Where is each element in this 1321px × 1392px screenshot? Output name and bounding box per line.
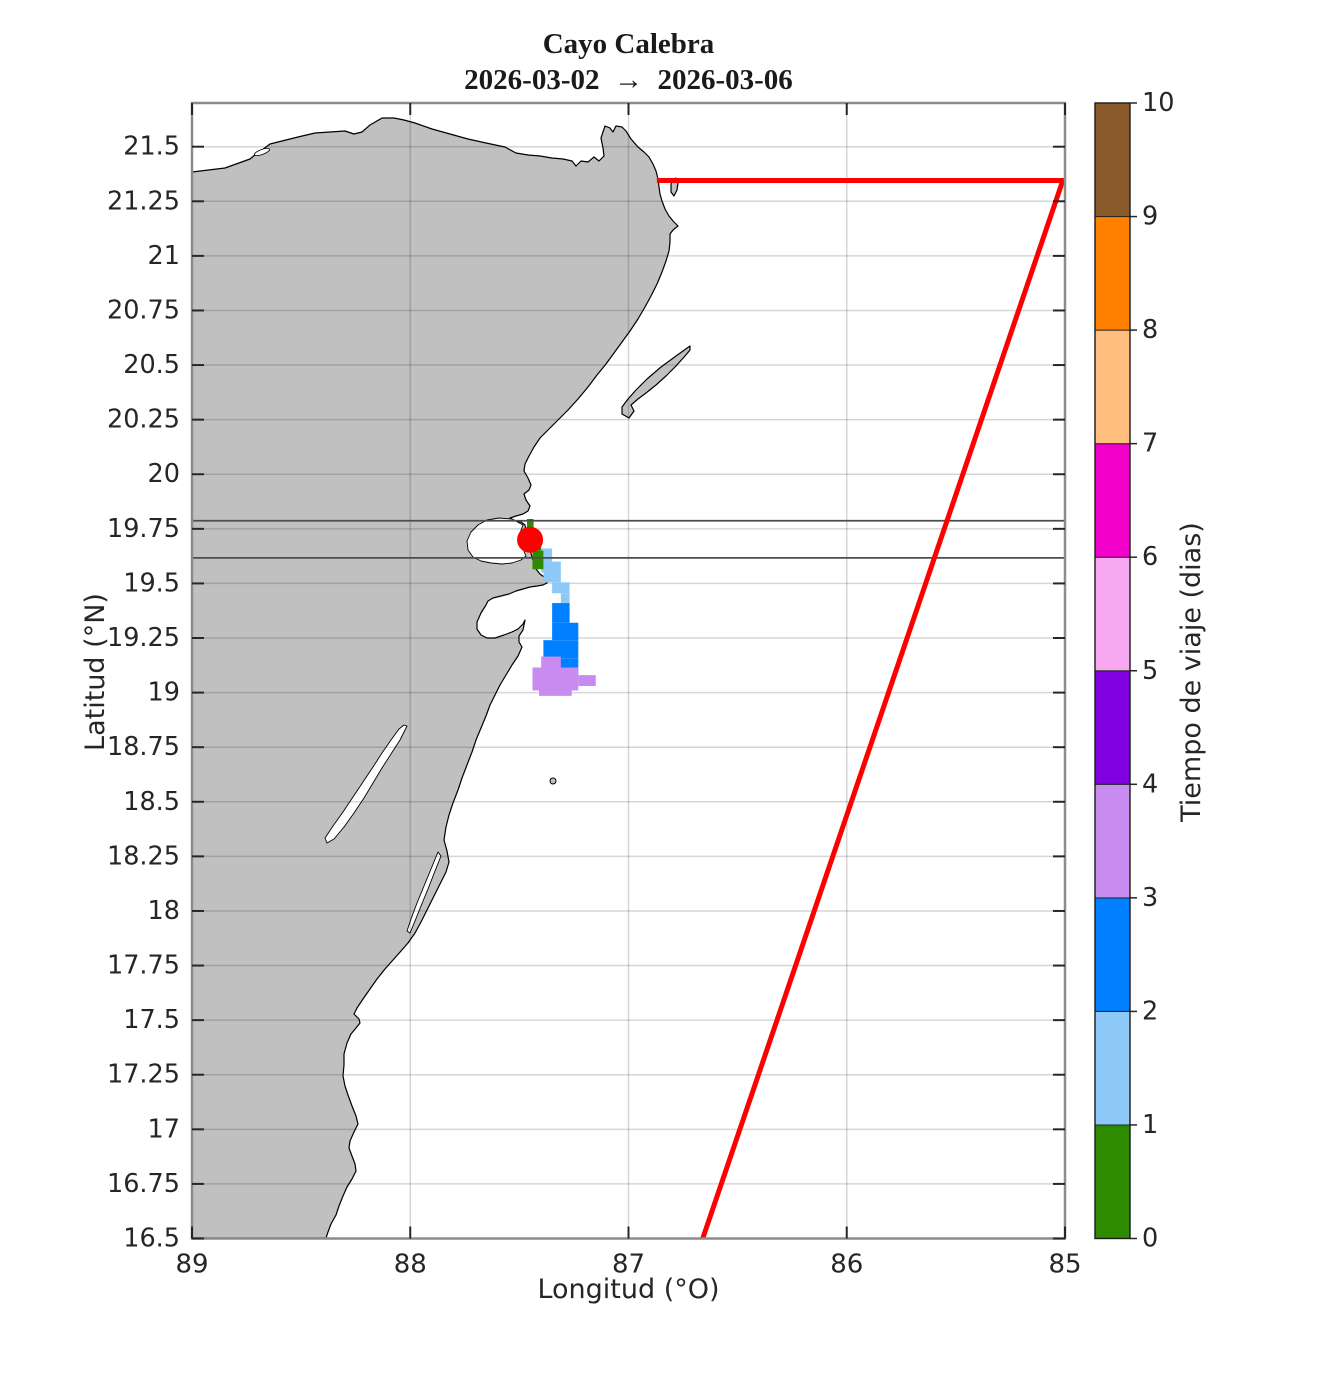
y-tick-label: 20 <box>148 459 180 489</box>
y-tick-label: 19.75 <box>107 514 180 544</box>
colorbar-tick-label: 10 <box>1142 88 1174 118</box>
travel-time-cell <box>543 640 579 659</box>
travel-time-cell <box>541 548 553 562</box>
colorbar-tick-label: 8 <box>1142 315 1158 345</box>
colorbar-tick-label: 2 <box>1142 996 1158 1026</box>
coastal-lagoon <box>406 851 442 934</box>
colorbar-segment <box>1094 216 1131 331</box>
y-tick-label: 21 <box>148 241 180 271</box>
colorbar-tick-label: 7 <box>1142 429 1158 459</box>
colorbar-label: Tiempo de viaje (dias) <box>1176 522 1207 822</box>
colorbar-segment <box>1094 102 1131 218</box>
y-tick-label: 19 <box>148 678 180 708</box>
x-tick-label: 85 <box>1048 1250 1081 1280</box>
y-tick-label: 21.25 <box>107 186 180 216</box>
colorbar-tick-label: 0 <box>1142 1224 1158 1254</box>
colorbar-segment <box>1094 670 1131 785</box>
x-tick-label: 89 <box>175 1250 208 1280</box>
plot-subtitle: 2026-03-02 → 2026-03-06 <box>464 64 793 96</box>
x-tick-label: 86 <box>830 1250 863 1280</box>
y-tick-label: 19.5 <box>123 568 180 598</box>
y-tick-label: 17 <box>148 1114 180 1144</box>
colorbar-tick-label: 5 <box>1142 656 1158 686</box>
colorbar-tick-label: 1 <box>1142 1110 1158 1140</box>
travel-time-cell <box>552 622 579 641</box>
x-axis-label: Longitud (°O) <box>537 1274 720 1305</box>
colorbar-segment <box>1094 1124 1131 1239</box>
y-tick-label: 18.25 <box>107 841 180 871</box>
y-tick-label: 18.75 <box>107 732 180 762</box>
y-tick-label: 20.75 <box>107 295 180 325</box>
y-tick-label: 16.75 <box>107 1169 180 1199</box>
travel-time-cell <box>541 656 561 669</box>
y-tick-label: 17.5 <box>123 1005 180 1035</box>
colorbar-tick-label: 4 <box>1142 769 1158 799</box>
colorbar-tick-label: 6 <box>1142 542 1158 572</box>
colorbar-segment <box>1094 556 1131 672</box>
y-tick-label: 21.5 <box>123 132 180 162</box>
inland-lake <box>324 724 408 844</box>
y-tick-label: 17.75 <box>107 951 180 981</box>
y-axis-label: Latitud (°N) <box>80 593 111 751</box>
domain-boundary-line <box>656 178 1067 1240</box>
colorbar-segment <box>1094 1010 1131 1126</box>
y-tick-label: 18 <box>148 896 180 926</box>
colorbar-tick-label: 9 <box>1142 202 1158 232</box>
travel-time-cell <box>532 667 579 691</box>
travel-time-cell <box>532 550 544 570</box>
y-tick-label: 19.25 <box>107 623 180 653</box>
y-tick-label: 16.5 <box>123 1224 180 1254</box>
colorbar-segment <box>1094 443 1131 558</box>
x-tick-label: 88 <box>394 1250 427 1280</box>
y-tick-label: 18.5 <box>123 787 180 817</box>
colorbar-segment <box>1094 897 1131 1012</box>
x-tick-label: 87 <box>612 1250 645 1280</box>
release-site-marker <box>517 526 544 553</box>
north-coast-lagoon <box>254 147 270 157</box>
travel-time-cell <box>541 561 561 573</box>
colorbar-segment <box>1094 783 1131 899</box>
travel-time-cell <box>552 603 570 623</box>
travel-time-cell <box>527 519 534 532</box>
y-tick-label: 20.25 <box>107 405 180 435</box>
travel-time-cell <box>560 593 570 604</box>
island-cozumel <box>621 345 691 419</box>
travel-time-cell <box>552 582 570 594</box>
y-tick-label: 20.5 <box>123 350 180 380</box>
travel-time-cell <box>578 675 596 687</box>
colorbar-tick-label: 3 <box>1142 883 1158 913</box>
travel-time-cell <box>539 689 572 696</box>
islet-small <box>549 777 557 785</box>
y-tick-label: 17.25 <box>107 1060 180 1090</box>
plot-title: Cayo Calebra <box>542 28 715 60</box>
travel-time-cell <box>543 572 561 583</box>
colorbar-segment <box>1094 329 1131 445</box>
